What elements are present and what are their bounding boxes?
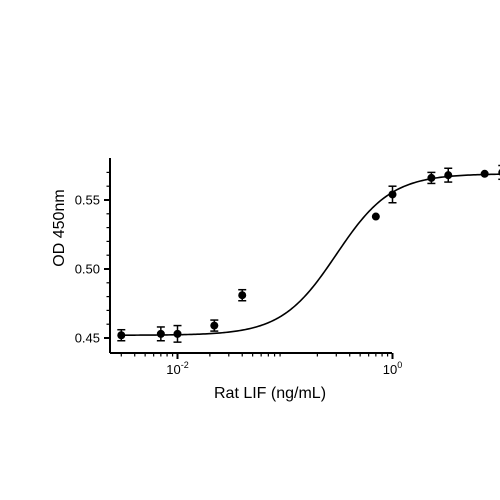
x-axis: 10-2100102 xyxy=(110,352,402,377)
plot-area xyxy=(117,164,500,343)
data-points xyxy=(117,169,500,340)
data-point xyxy=(371,212,380,221)
y-axis-title: OD 450nm xyxy=(51,189,68,266)
data-point xyxy=(238,291,247,300)
data-point xyxy=(156,329,165,338)
data-point xyxy=(480,169,489,178)
fit-curve xyxy=(121,173,500,336)
data-point xyxy=(173,329,182,338)
x-tick-label: 10-2 xyxy=(166,360,188,377)
y-tick-label: 0.45 xyxy=(75,331,100,346)
data-point xyxy=(444,171,453,180)
data-point xyxy=(117,331,126,340)
y-tick-label: 0.50 xyxy=(75,262,100,277)
y-axis: 0.45 0.50 0.55 xyxy=(75,158,111,353)
x-axis-title: Rat LIF (ng/mL) xyxy=(214,385,326,402)
data-point xyxy=(427,173,436,182)
y-ticks: 0.45 0.50 0.55 xyxy=(75,171,110,346)
y-tick-label: 0.55 xyxy=(75,193,100,208)
x-ticks: 10-2100102 xyxy=(120,353,402,377)
data-point xyxy=(388,190,397,199)
data-point xyxy=(210,321,219,330)
x-tick-label: 100 xyxy=(383,360,402,377)
error-bars xyxy=(117,164,500,343)
